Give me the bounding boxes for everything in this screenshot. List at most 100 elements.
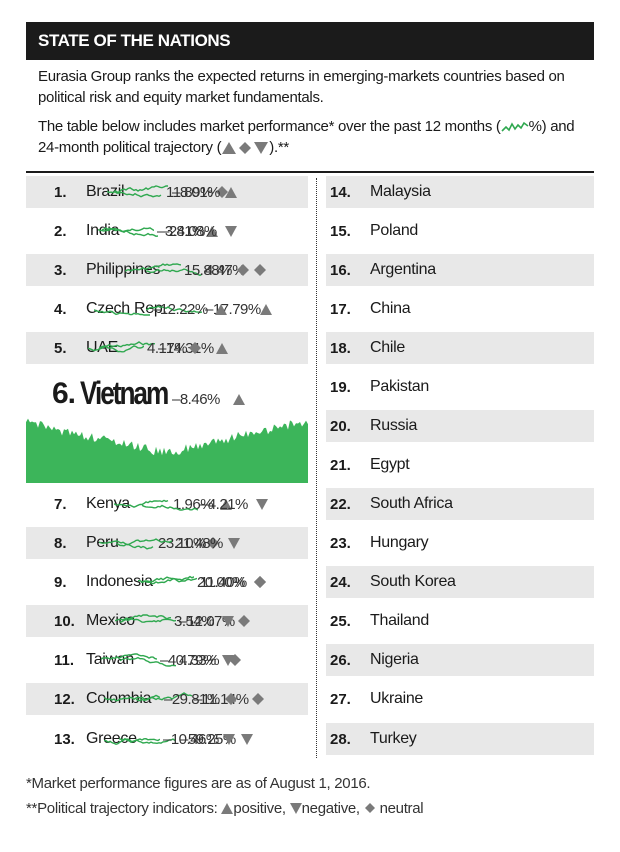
row-country: Colombia: [86, 690, 152, 707]
trajectory-neutral-icon: [207, 537, 219, 549]
legend-up-icon: [221, 803, 234, 814]
featured-area-chart: [26, 418, 308, 483]
row-rank: 26.: [330, 652, 351, 669]
trajectory-up-icon: [225, 187, 237, 198]
row-rank: 14.: [330, 184, 351, 201]
sparkline: [101, 653, 157, 660]
row-rank: 15.: [330, 223, 351, 240]
footnote-trajectory-legend: **Political trajectory indicators: posit…: [26, 800, 424, 817]
row-performance: 23.10%: [158, 535, 206, 552]
row-rank: 17.: [330, 301, 351, 318]
row-rank: 27.: [330, 691, 351, 708]
sparkline-legend-icon: [501, 121, 529, 132]
table-row: 23. Hungary 21.48%: [116, 527, 594, 559]
sparkline: [88, 345, 144, 353]
row-country: Brazil: [86, 183, 125, 200]
row-performance: –3.81%: [157, 223, 205, 240]
table-row: 26. Nigeria –40.79%: [101, 644, 594, 676]
trajectory-down-icon: [228, 538, 240, 549]
row-country: Philippines: [86, 261, 161, 278]
row-rank: 21.: [330, 457, 351, 474]
trajectory-down-icon: [222, 616, 234, 627]
intro-paragraph-1: Eurasia Group ranks the expected returns…: [38, 68, 565, 106]
row-country: Ukraine: [370, 690, 424, 707]
row-rank: 12.: [54, 691, 75, 708]
trajectory-down-icon: [222, 655, 234, 666]
sparkline: [114, 185, 168, 194]
row-performance: –14.31%: [158, 340, 214, 357]
intro-text-part-2: %) and 24-month political trajectory (: [38, 118, 575, 156]
row-rank: 22.: [330, 496, 351, 513]
table-row: 14. Malaysia –8.01%: [114, 176, 594, 208]
row-country: Chile: [370, 339, 405, 356]
trajectory-legend-icons: [222, 142, 269, 155]
row-country: Taiwan: [86, 651, 135, 668]
row-performance: –29.81%: [164, 691, 220, 708]
row-country: Nigeria: [370, 651, 419, 668]
trajectory-neutral-icon: [189, 342, 201, 354]
trajectory-down-icon: [241, 734, 253, 745]
intro-text-part-3: ).**: [269, 139, 289, 156]
featured-country-panel: 6. Vietnam –8.46%: [26, 373, 308, 483]
trajectory-up-icon: [206, 226, 218, 237]
table-row: 1. Brazil 11.89%: [26, 176, 308, 208]
featured-country-name: Vietnam: [80, 375, 169, 411]
table-row: 2. India –3.81%: [26, 215, 308, 247]
table-row: 16. Argentina 15.88%: [125, 254, 594, 286]
row-rank: 1.: [54, 184, 67, 201]
intro-text-part-1: The table below includes market performa…: [38, 118, 501, 135]
row-country: Turkey: [370, 730, 417, 747]
trajectory-down-icon: [225, 226, 237, 237]
sparkline: [146, 268, 202, 277]
row-rank: 18.: [330, 340, 351, 357]
sparkline: [120, 656, 176, 667]
featured-trajectory-up-icon: [233, 394, 245, 405]
footnote-market-performance: *Market performance figures are as of Au…: [26, 775, 371, 792]
row-rank: 5.: [54, 340, 67, 357]
row-country: South Africa: [370, 495, 453, 512]
table-row: 3. Philippines 4.47%: [26, 254, 308, 286]
legend-down-icon: [289, 803, 302, 814]
sparkline: [114, 499, 169, 508]
row-rank: 4.: [54, 301, 67, 318]
table-row: 5. UAE –14.31%: [26, 332, 308, 364]
row-rank: 16.: [330, 262, 351, 279]
table-row: 12. Colombia –11.14%: [26, 683, 308, 715]
row-performance: –4.21%: [200, 496, 248, 513]
featured-rank: 6.: [52, 377, 76, 410]
legend-neutral-icon: [364, 803, 375, 813]
table-row: 15. Poland –24.08%: [102, 215, 594, 247]
row-country: Argentina: [370, 261, 436, 278]
legend-positive-label: positive,: [233, 800, 286, 817]
sparkline: [102, 227, 158, 238]
row-rank: 25.: [330, 613, 351, 630]
sparkline: [99, 341, 155, 349]
intro-paragraph-2: The table below includes market performa…: [38, 116, 598, 158]
row-country: Pakistan: [370, 378, 429, 395]
row-performance: –40.79%: [160, 652, 216, 669]
footnote-legend-prefix: **Political trajectory indicators:: [26, 800, 218, 817]
trajectory-down-icon: [223, 734, 235, 745]
row-performance: 3.54%: [174, 613, 215, 630]
row-country: Hungary: [370, 534, 429, 551]
sparkline: [104, 694, 160, 702]
row-rank: 9.: [54, 574, 67, 591]
row-rank: 20.: [330, 418, 351, 435]
row-country: Greece: [86, 730, 137, 747]
trajectory-neutral-icon: [238, 615, 250, 627]
table-row: 4. Czech Rep. –17.79%: [26, 293, 308, 325]
row-country: Malaysia: [370, 183, 431, 200]
trajectory-neutral-icon: [237, 264, 249, 276]
sparkline: [116, 538, 172, 547]
featured-area-path: [26, 418, 308, 483]
sparkline: [141, 576, 197, 583]
sparkline: [138, 575, 194, 585]
row-performance: –11.14%: [194, 691, 249, 708]
trajectory-neutral-icon: [216, 186, 228, 198]
row-rank: 24.: [330, 574, 351, 591]
trajectory-neutral-icon: [254, 264, 266, 276]
row-country: Poland: [370, 222, 419, 239]
row-rank: 19.: [330, 379, 351, 396]
row-performance: 1.96%: [173, 496, 214, 513]
row-rank: 13.: [54, 731, 75, 748]
